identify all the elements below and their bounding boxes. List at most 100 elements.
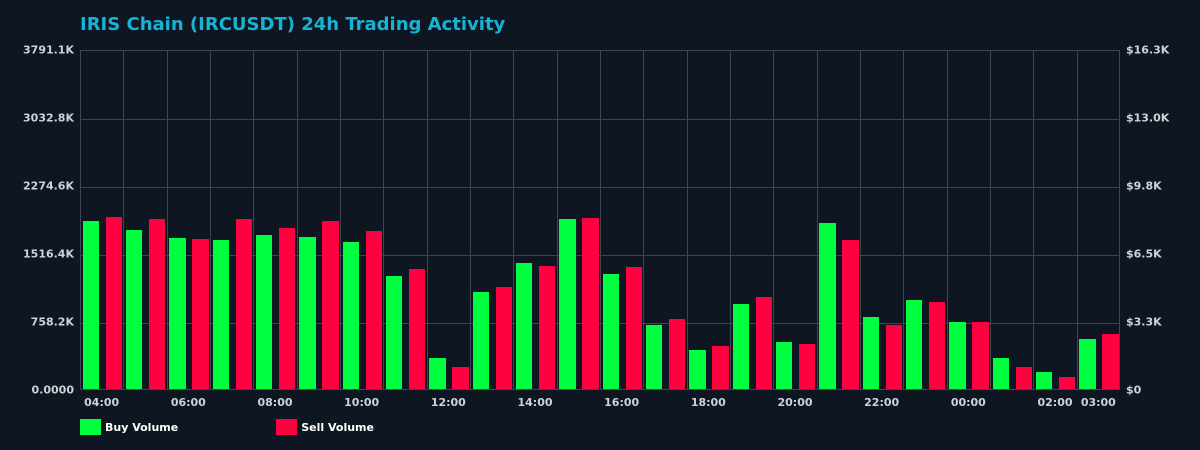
buy-volume-bar[interactable]	[169, 237, 186, 389]
y-tick-label-right: $6.5K	[1126, 247, 1162, 261]
legend-item-buy[interactable]: Buy Volume	[80, 419, 178, 435]
v-gridline	[600, 51, 601, 389]
sell-volume-bar[interactable]	[885, 324, 902, 389]
x-tick-label: 08:00	[257, 396, 293, 409]
v-gridline	[990, 51, 991, 389]
buy-volume-bar[interactable]	[125, 230, 143, 389]
x-tick-label: 03:00	[1080, 396, 1116, 409]
y-tick-label-right: $16.3K	[1126, 43, 1170, 57]
v-gridline	[166, 51, 168, 389]
buy-volume-bar[interactable]	[342, 242, 359, 389]
legend-label-buy: Buy Volume	[105, 420, 179, 434]
sell-volume-bar[interactable]	[1058, 376, 1076, 389]
buy-volume-bar[interactable]	[1079, 338, 1096, 389]
sell-volume-bar[interactable]	[408, 269, 426, 389]
buy-volume-bar[interactable]	[905, 300, 923, 389]
v-gridline	[1033, 51, 1035, 389]
x-tick-label: 14:00	[517, 396, 553, 409]
chart-title: IRIS Chain (IRCUSDT) 24h Trading Activit…	[80, 14, 506, 35]
buy-volume-bar[interactable]	[255, 235, 273, 389]
sell-volume-bar[interactable]	[538, 266, 556, 389]
buy-volume-bar[interactable]	[862, 316, 879, 389]
sell-volume-bar[interactable]	[365, 230, 382, 389]
sell-swatch-icon	[276, 419, 298, 435]
sell-volume-bar[interactable]	[972, 322, 989, 389]
x-tick-label: 10:00	[344, 396, 380, 409]
sell-volume-bar[interactable]	[798, 343, 816, 389]
v-gridline	[426, 51, 428, 389]
buy-volume-bar[interactable]	[82, 221, 99, 389]
sell-volume-bar[interactable]	[712, 346, 729, 389]
sell-volume-bar[interactable]	[495, 287, 512, 389]
sell-volume-bar[interactable]	[928, 302, 946, 389]
buy-swatch-icon	[80, 419, 101, 435]
v-gridline	[210, 51, 211, 389]
v-gridline	[1076, 51, 1078, 389]
buy-volume-bar[interactable]	[1035, 371, 1053, 389]
y-tick-label-left: 3032.8K	[23, 111, 74, 125]
x-tick-label: 22:00	[864, 396, 900, 409]
buy-volume-bar[interactable]	[775, 342, 793, 389]
legend: Buy Volume Sell Volume	[80, 419, 394, 435]
x-tick-label: 16:00	[604, 396, 640, 409]
buy-volume-bar[interactable]	[819, 223, 836, 389]
v-gridline	[730, 51, 731, 389]
buy-volume-bar[interactable]	[472, 291, 489, 389]
sell-volume-bar[interactable]	[192, 238, 209, 389]
y-tick-label-left: 2274.6K	[23, 179, 74, 193]
x-tick-label: 00:00	[950, 396, 986, 409]
y-tick-label-right: $0	[1126, 383, 1142, 397]
y-tick-label-left: 0.0000	[31, 383, 74, 397]
sell-volume-bar[interactable]	[105, 217, 122, 389]
buy-volume-bar[interactable]	[949, 322, 966, 389]
buy-volume-bar[interactable]	[385, 276, 403, 389]
y-tick-label-left: 758.2K	[30, 315, 74, 329]
sell-volume-bar[interactable]	[278, 228, 296, 389]
v-gridline	[903, 51, 905, 389]
sell-volume-bar[interactable]	[1102, 334, 1119, 389]
v-gridline	[773, 51, 775, 389]
x-tick-label: 20:00	[777, 396, 813, 409]
buy-volume-bar[interactable]	[559, 218, 576, 389]
buy-volume-bar[interactable]	[515, 263, 533, 389]
buy-volume-bar[interactable]	[429, 357, 446, 389]
buy-volume-bar[interactable]	[602, 274, 619, 389]
buy-volume-bar[interactable]	[732, 303, 749, 389]
buy-volume-bar[interactable]	[299, 237, 316, 389]
buy-volume-bar[interactable]	[645, 324, 663, 389]
sell-volume-bar[interactable]	[625, 267, 642, 389]
v-gridline	[470, 51, 471, 389]
sell-volume-bar[interactable]	[1015, 367, 1032, 389]
v-gridline	[513, 51, 515, 389]
sell-volume-bar[interactable]	[755, 297, 772, 389]
y-tick-label-left: 3791.1K	[23, 43, 74, 57]
v-gridline	[253, 51, 255, 389]
sell-volume-bar[interactable]	[842, 240, 859, 389]
sell-volume-bar[interactable]	[452, 367, 469, 389]
sell-volume-bar[interactable]	[322, 221, 339, 389]
buy-volume-bar[interactable]	[212, 240, 229, 389]
v-gridline	[383, 51, 385, 389]
buy-volume-bar[interactable]	[992, 357, 1009, 389]
v-gridline	[643, 51, 645, 389]
sell-volume-bar[interactable]	[148, 218, 166, 389]
sell-volume-bar[interactable]	[582, 217, 599, 389]
buy-volume-bar[interactable]	[689, 350, 706, 389]
y-tick-label-right: $3.3K	[1126, 315, 1162, 329]
v-gridline	[946, 51, 948, 389]
v-gridline	[860, 51, 861, 389]
sell-volume-bar[interactable]	[235, 218, 252, 389]
v-gridline	[340, 51, 341, 389]
x-tick-label: 04:00	[84, 396, 120, 409]
v-gridline	[296, 51, 298, 389]
x-tick-label: 02:00	[1037, 396, 1073, 409]
y-tick-label-right: $9.8K	[1126, 179, 1162, 193]
plot-area	[80, 50, 1120, 390]
sell-volume-bar[interactable]	[668, 318, 686, 389]
y-tick-label-right: $13.0K	[1126, 111, 1170, 125]
y-tick-label-left: 1516.4K	[23, 247, 74, 261]
x-tick-label: 18:00	[690, 396, 726, 409]
v-gridline	[556, 51, 558, 389]
v-gridline	[816, 51, 818, 389]
legend-item-sell[interactable]: Sell Volume	[276, 419, 374, 435]
